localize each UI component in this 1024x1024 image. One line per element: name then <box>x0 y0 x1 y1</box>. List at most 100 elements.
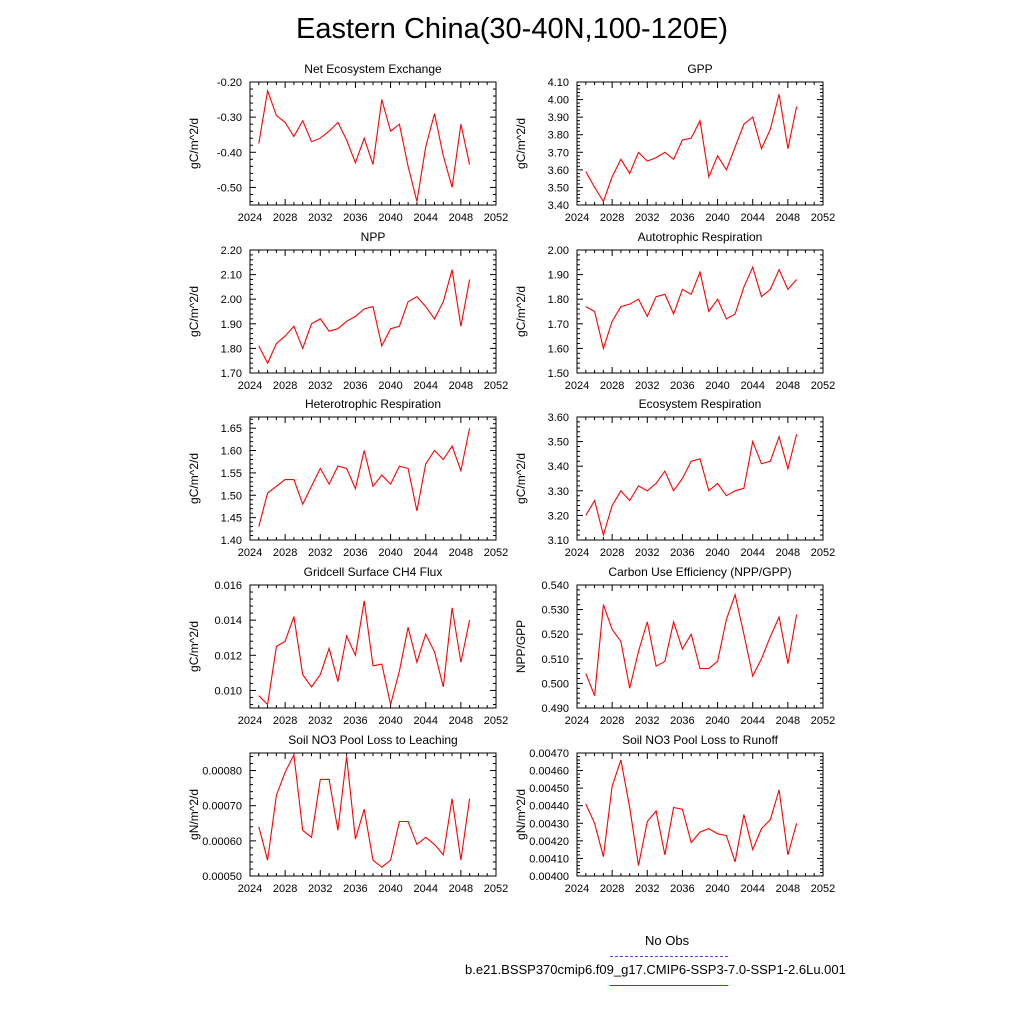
y-axis-label: gC/m^2/d <box>187 453 201 504</box>
panel-title: Soil NO3 Pool Loss to Leaching <box>288 733 457 747</box>
x-tick-label: 2052 <box>811 547 835 559</box>
legend-obs-line <box>610 956 728 957</box>
x-tick-label: 2036 <box>343 212 367 224</box>
x-tick-label: 2036 <box>670 715 694 727</box>
y-tick-label: 1.50 <box>548 368 569 380</box>
y-tick-label: 3.80 <box>548 130 569 142</box>
y-axis-label: gC/m^2/d <box>187 118 201 169</box>
y-tick-label: 1.40 <box>221 535 242 547</box>
y-tick-label: 3.60 <box>548 412 569 424</box>
plot-frame <box>249 584 497 709</box>
chart-panel-1: Net Ecosystem Exchange gC/m^2/d 2024 2028 20… <box>187 62 508 224</box>
y-tick-label: 0.014 <box>214 615 242 627</box>
x-tick-label: 2040 <box>705 883 729 895</box>
y-tick-label: 0.540 <box>541 580 569 592</box>
x-tick-label: 2052 <box>811 212 835 224</box>
y-tick-label: 4.00 <box>548 95 569 107</box>
y-tick-label: 1.60 <box>221 446 242 458</box>
x-tick-label: 2044 <box>740 547 764 559</box>
x-tick-label: 2040 <box>705 212 729 224</box>
plot-frame <box>576 416 824 541</box>
panel-title: Gridcell Surface CH4 Flux <box>304 565 443 579</box>
page-title: Eastern China(30-40N,100-120E) <box>295 13 729 45</box>
y-tick-label: 1.55 <box>221 468 242 480</box>
y-tick-label: 1.45 <box>221 513 242 525</box>
y-tick-label: 3.70 <box>548 147 569 159</box>
x-tick-label: 2040 <box>378 883 402 895</box>
x-tick-label: 2044 <box>413 883 437 895</box>
y-tick-label: 1.80 <box>548 294 569 306</box>
x-tick-label: 2024 <box>565 212 589 224</box>
y-tick-label: 3.10 <box>548 535 569 547</box>
x-tick-label: 2028 <box>600 380 624 392</box>
y-axis-label: NPP/GPP <box>514 620 528 673</box>
x-tick-label: 2048 <box>776 547 800 559</box>
y-tick-label: 1.70 <box>548 319 569 331</box>
y-tick-label: 3.20 <box>548 510 569 522</box>
y-tick-label: 0.00070 <box>202 801 242 813</box>
y-tick-label: 0.00450 <box>529 783 569 795</box>
panel-title: NPP <box>361 230 386 244</box>
panel-title: Autotrophic Respiration <box>638 230 763 244</box>
x-tick-label: 2028 <box>600 547 624 559</box>
series-line <box>258 752 471 868</box>
x-tick-label: 2028 <box>273 380 297 392</box>
y-axis-label: gC/m^2/d <box>514 286 528 337</box>
series-line <box>585 265 798 351</box>
plot-frame <box>576 81 824 206</box>
x-tick-label: 2052 <box>811 883 835 895</box>
x-tick-label: 2040 <box>705 715 729 727</box>
chart-panel-10: Soil NO3 Pool Loss to Runoff gN/m^2/d 2024… <box>514 733 835 895</box>
x-tick-label: 2028 <box>273 547 297 559</box>
plot-frame <box>576 752 824 877</box>
x-tick-label: 2044 <box>413 547 437 559</box>
y-tick-label: 2.10 <box>221 270 242 282</box>
x-tick-label: 2028 <box>600 883 624 895</box>
y-tick-label: 4.10 <box>548 77 569 89</box>
y-tick-label: 0.016 <box>214 580 242 592</box>
y-tick-label: 0.00430 <box>529 818 569 830</box>
x-tick-label: 2032 <box>635 547 659 559</box>
x-tick-label: 2048 <box>776 212 800 224</box>
y-tick-label: -0.40 <box>217 147 242 159</box>
x-tick-label: 2028 <box>600 715 624 727</box>
chart-panel-2: GPP gC/m^2/d 2024 2028 2032 2036 2040 2044 2048 2… <box>514 62 835 224</box>
x-tick-label: 2036 <box>343 547 367 559</box>
x-tick-label: 2032 <box>308 547 332 559</box>
legend-model-line <box>610 985 728 986</box>
x-tick-label: 2052 <box>484 380 508 392</box>
x-tick-label: 2040 <box>378 212 402 224</box>
x-tick-label: 2032 <box>308 883 332 895</box>
y-tick-label: 0.520 <box>541 629 569 641</box>
x-tick-label: 2032 <box>308 380 332 392</box>
x-tick-label: 2036 <box>343 883 367 895</box>
x-tick-label: 2024 <box>565 715 589 727</box>
x-tick-label: 2036 <box>670 380 694 392</box>
y-tick-label: 0.00460 <box>529 766 569 778</box>
x-tick-label: 2032 <box>635 883 659 895</box>
y-tick-label: 0.530 <box>541 605 569 617</box>
y-tick-label: 0.010 <box>214 685 242 697</box>
y-tick-label: -0.20 <box>217 77 242 89</box>
y-tick-label: 0.00050 <box>202 871 242 883</box>
y-tick-label: 1.60 <box>548 343 569 355</box>
x-tick-label: 2036 <box>670 547 694 559</box>
panel-title: GPP <box>687 62 712 76</box>
x-tick-label: 2048 <box>449 883 473 895</box>
plot-frame <box>249 81 497 206</box>
y-tick-label: -0.30 <box>217 112 242 124</box>
y-tick-label: 2.20 <box>221 245 242 257</box>
series-line <box>585 94 798 203</box>
panel-title: Net Ecosystem Exchange <box>304 62 442 76</box>
chart-panel-4: Autotrophic Respiration gC/m^2/d 2024 2028 2… <box>514 230 835 392</box>
series-line <box>258 269 471 365</box>
x-tick-label: 2036 <box>670 212 694 224</box>
plot-frame <box>576 249 824 374</box>
series-line <box>585 592 798 696</box>
x-tick-label: 2040 <box>378 547 402 559</box>
x-tick-label: 2032 <box>308 212 332 224</box>
y-tick-label: 3.30 <box>548 486 569 498</box>
x-tick-label: 2036 <box>670 883 694 895</box>
chart-panel-9: Soil NO3 Pool Loss to Leaching gN/m^2/d 20… <box>187 733 508 895</box>
